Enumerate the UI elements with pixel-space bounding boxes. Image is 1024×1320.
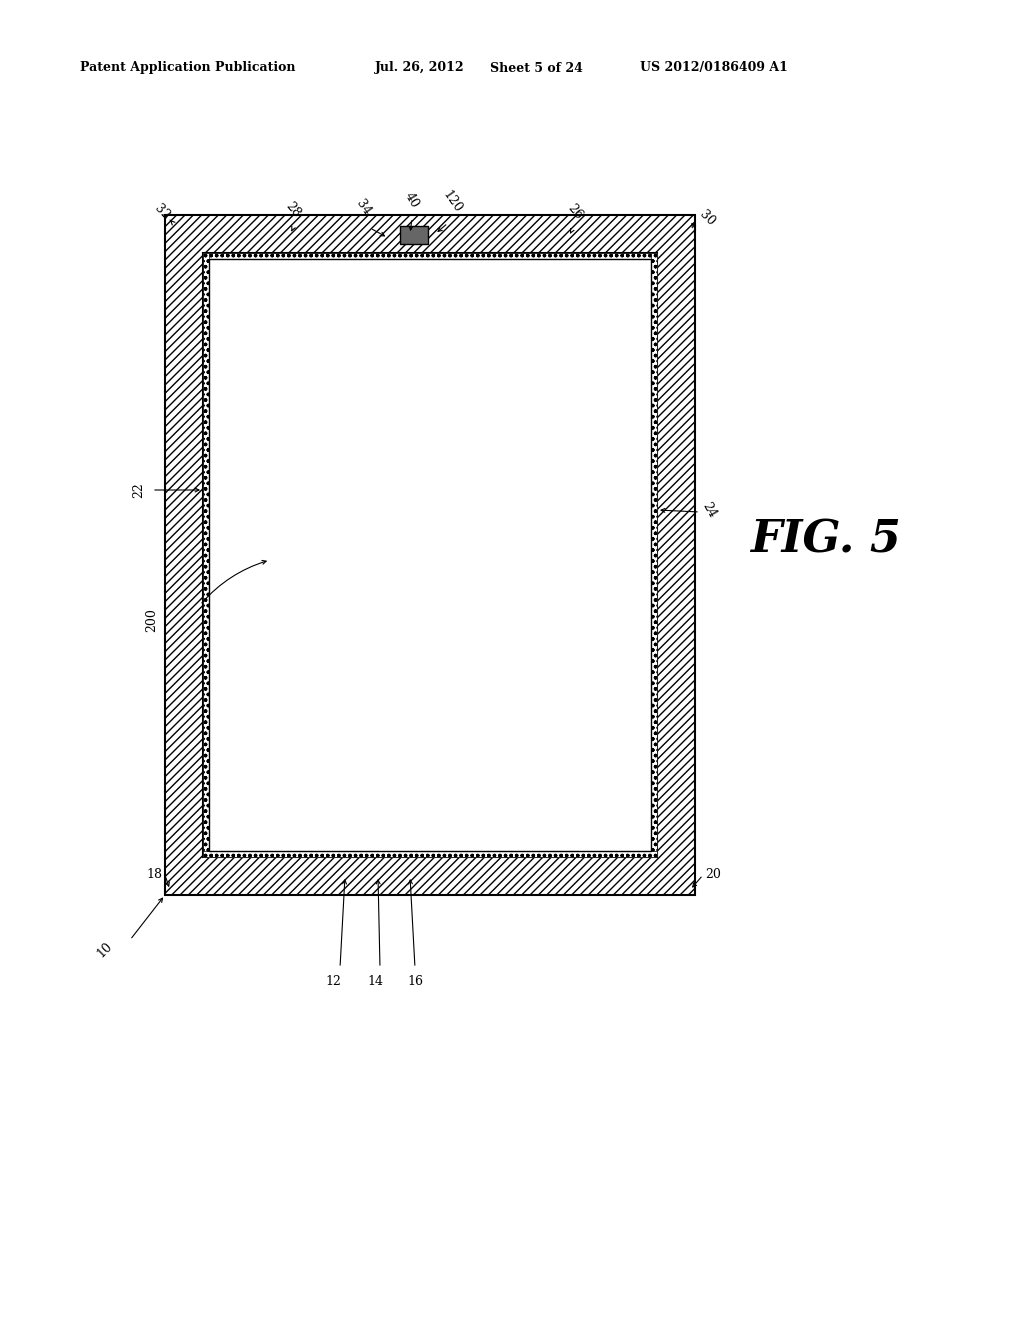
Text: 34: 34 — [353, 198, 373, 218]
Text: 14: 14 — [367, 975, 383, 987]
Text: 22: 22 — [132, 482, 145, 498]
Bar — [209, 259, 651, 851]
Text: 16: 16 — [407, 975, 423, 987]
Text: 12: 12 — [325, 975, 341, 987]
Text: US 2012/0186409 A1: US 2012/0186409 A1 — [640, 62, 787, 74]
Text: 200: 200 — [145, 609, 158, 632]
Text: 10: 10 — [94, 940, 115, 960]
Bar — [203, 253, 657, 857]
Text: 120: 120 — [440, 187, 464, 215]
Text: 40: 40 — [402, 190, 422, 210]
Text: Sheet 5 of 24: Sheet 5 of 24 — [490, 62, 583, 74]
Text: 32: 32 — [152, 202, 172, 222]
Text: 26: 26 — [565, 202, 585, 222]
Text: Patent Application Publication: Patent Application Publication — [80, 62, 296, 74]
Bar — [400, 227, 428, 244]
Text: 24: 24 — [700, 500, 719, 520]
Text: Jul. 26, 2012: Jul. 26, 2012 — [375, 62, 465, 74]
Text: 28: 28 — [283, 199, 303, 220]
Text: 30: 30 — [697, 207, 718, 228]
Text: 20: 20 — [705, 869, 721, 882]
Bar — [203, 253, 209, 857]
Bar — [165, 215, 695, 895]
Bar — [209, 259, 651, 851]
Bar — [651, 253, 657, 857]
Text: 18: 18 — [146, 869, 162, 882]
Text: FIG. 5: FIG. 5 — [750, 519, 901, 561]
Bar — [203, 851, 657, 857]
Bar — [203, 253, 657, 259]
